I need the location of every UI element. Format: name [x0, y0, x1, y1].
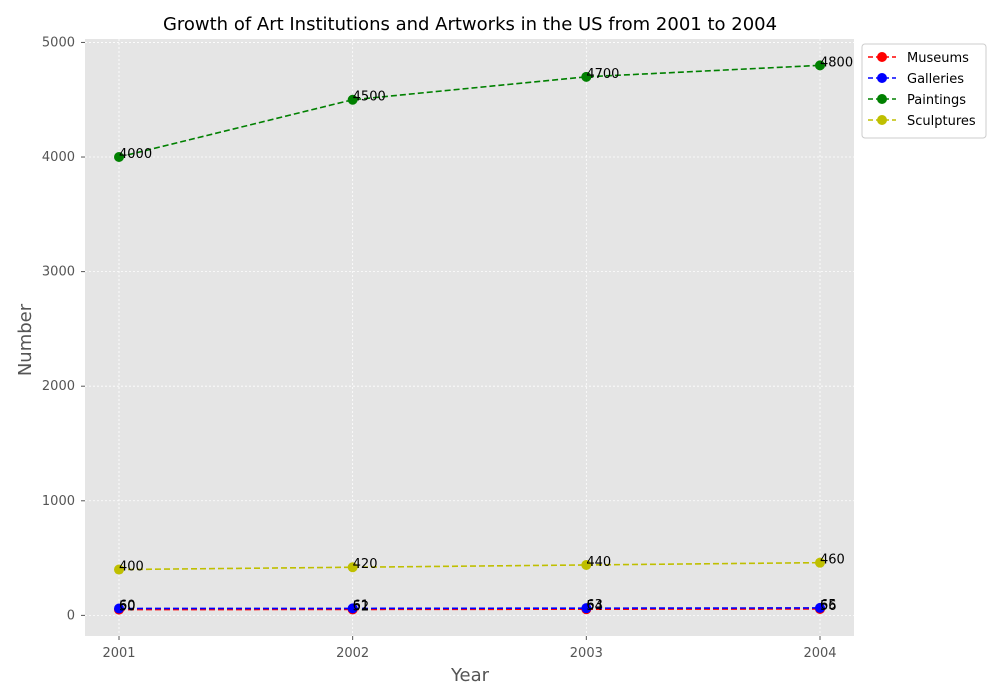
legend-entry-paintings: Paintings — [907, 93, 966, 108]
y-tick-label: 1000 — [42, 494, 75, 509]
data-label-galleries: 65 — [820, 598, 837, 613]
data-point-paintings — [815, 60, 825, 71]
data-label-paintings: 4700 — [586, 67, 619, 82]
data-point-paintings — [114, 152, 124, 163]
series-group — [114, 60, 825, 615]
data-point-galleries — [815, 602, 825, 613]
legend: Museums Galleries Paintings Sculptures — [861, 43, 987, 139]
data-point-sculptures — [815, 557, 825, 568]
legend-marker-paintings — [877, 94, 887, 104]
legend-marker-sculptures — [877, 115, 887, 125]
y-tick-label: 0 — [67, 608, 75, 623]
legend-entry-museums: Museums — [907, 51, 969, 66]
data-label-museums: 52 — [353, 599, 370, 614]
series-line-paintings — [118, 64, 821, 158]
data-point-galleries — [581, 603, 592, 614]
y-axis-ticks: 0 1000 2000 3000 4000 5000 — [42, 35, 85, 623]
x-axis-label: Year — [450, 665, 490, 686]
legend-entry-sculptures: Sculptures — [907, 114, 976, 129]
data-point-galleries — [114, 603, 124, 614]
chart-title: Growth of Art Institutions and Artworks … — [163, 14, 777, 35]
data-label-paintings: 4500 — [353, 90, 386, 105]
x-axis-ticks: 2001 2002 2003 2004 — [102, 636, 837, 661]
data-label-museums: 54 — [586, 599, 603, 614]
data-label-galleries: 63 — [586, 598, 603, 613]
y-tick-label: 5000 — [42, 35, 75, 50]
x-tick-label: 2003 — [570, 646, 603, 661]
data-point-paintings — [347, 94, 358, 105]
data-label-museums: 50 — [119, 600, 136, 615]
data-label-sculptures: 420 — [353, 557, 378, 572]
y-axis-label: Number — [15, 303, 36, 376]
data-label-paintings: 4000 — [119, 147, 152, 162]
legend-entry-galleries: Galleries — [907, 72, 964, 87]
data-point-sculptures — [347, 562, 358, 573]
data-point-galleries — [347, 603, 358, 614]
data-point-paintings — [581, 71, 592, 82]
data-point-sculptures — [581, 559, 592, 570]
data-label-paintings: 4800 — [820, 55, 853, 70]
x-tick-label: 2004 — [803, 646, 836, 661]
plot-area — [85, 39, 854, 636]
y-tick-label: 3000 — [42, 265, 75, 280]
legend-box — [861, 43, 987, 139]
data-point-sculptures — [114, 564, 124, 575]
grid — [85, 39, 854, 636]
data-label-sculptures: 460 — [820, 553, 845, 568]
data-labels: 50 52 54 56 60 61 63 65 4000 4500 4700 4800 400 420 44… — [119, 55, 853, 614]
data-label-sculptures: 440 — [586, 555, 611, 570]
legend-marker-museums — [877, 52, 887, 62]
data-label-sculptures: 400 — [119, 560, 144, 575]
legend-marker-galleries — [877, 73, 887, 83]
data-label-galleries: 60 — [119, 598, 136, 613]
y-tick-label: 2000 — [42, 379, 75, 394]
x-tick-label: 2002 — [336, 646, 369, 661]
x-tick-label: 2001 — [102, 646, 135, 661]
data-label-galleries: 61 — [353, 598, 370, 613]
y-tick-label: 4000 — [42, 150, 75, 165]
data-label-museums: 56 — [820, 599, 837, 614]
